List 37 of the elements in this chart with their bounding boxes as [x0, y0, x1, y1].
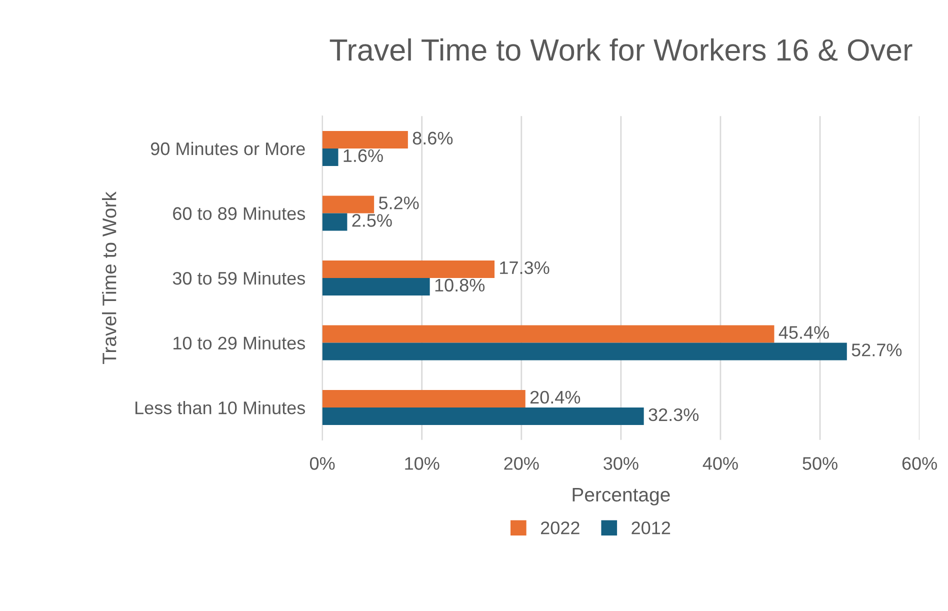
x-tick-label: 0% [310, 457, 335, 470]
data-label: 17.3% [500, 261, 550, 274]
data-label: 5.2% [378, 196, 419, 210]
bar [322, 390, 526, 408]
data-label: 2.5% [352, 214, 392, 227]
bar [322, 278, 430, 296]
bar [322, 130, 408, 148]
chart-title: Travel Time to Work for Workers 16 & Over [330, 38, 912, 61]
data-label: 45.4% [778, 326, 829, 339]
bar [322, 325, 774, 343]
bar [322, 148, 338, 166]
bar [322, 342, 847, 360]
data-label: 1.6% [344, 149, 383, 162]
data-label: 32.3% [648, 408, 699, 422]
bar [322, 196, 374, 214]
data-label: 52.7% [852, 344, 902, 356]
y-axis-title: Travel Time to Work [102, 192, 116, 364]
y-tick-label: Less than 10 Minutes [136, 400, 306, 414]
x-tick-label: 50% [802, 457, 838, 470]
x-axis-title: Percentage [572, 488, 670, 506]
bar [322, 408, 644, 426]
x-tick-label: 10% [405, 457, 440, 470]
x-tick-label: 20% [504, 457, 539, 470]
legend-label: 2022 [540, 522, 580, 534]
data-label: 20.4% [530, 390, 580, 404]
y-tick-label: 10 to 29 Minutes [174, 336, 306, 350]
x-tick-label: 30% [604, 457, 638, 470]
x-tick-label: 40% [702, 457, 738, 470]
legend-label: 2012 [632, 522, 670, 534]
y-tick-label: 60 to 89 Minutes [173, 206, 306, 220]
bar [322, 260, 495, 278]
bar [322, 213, 348, 231]
data-label: 8.6% [412, 132, 453, 145]
y-tick-label: 30 to 59 Minutes [172, 271, 306, 285]
y-tick-label: 90 Minutes or More [150, 142, 305, 156]
data-label: 10.8% [435, 278, 485, 292]
x-tick-label: 60% [902, 457, 937, 470]
